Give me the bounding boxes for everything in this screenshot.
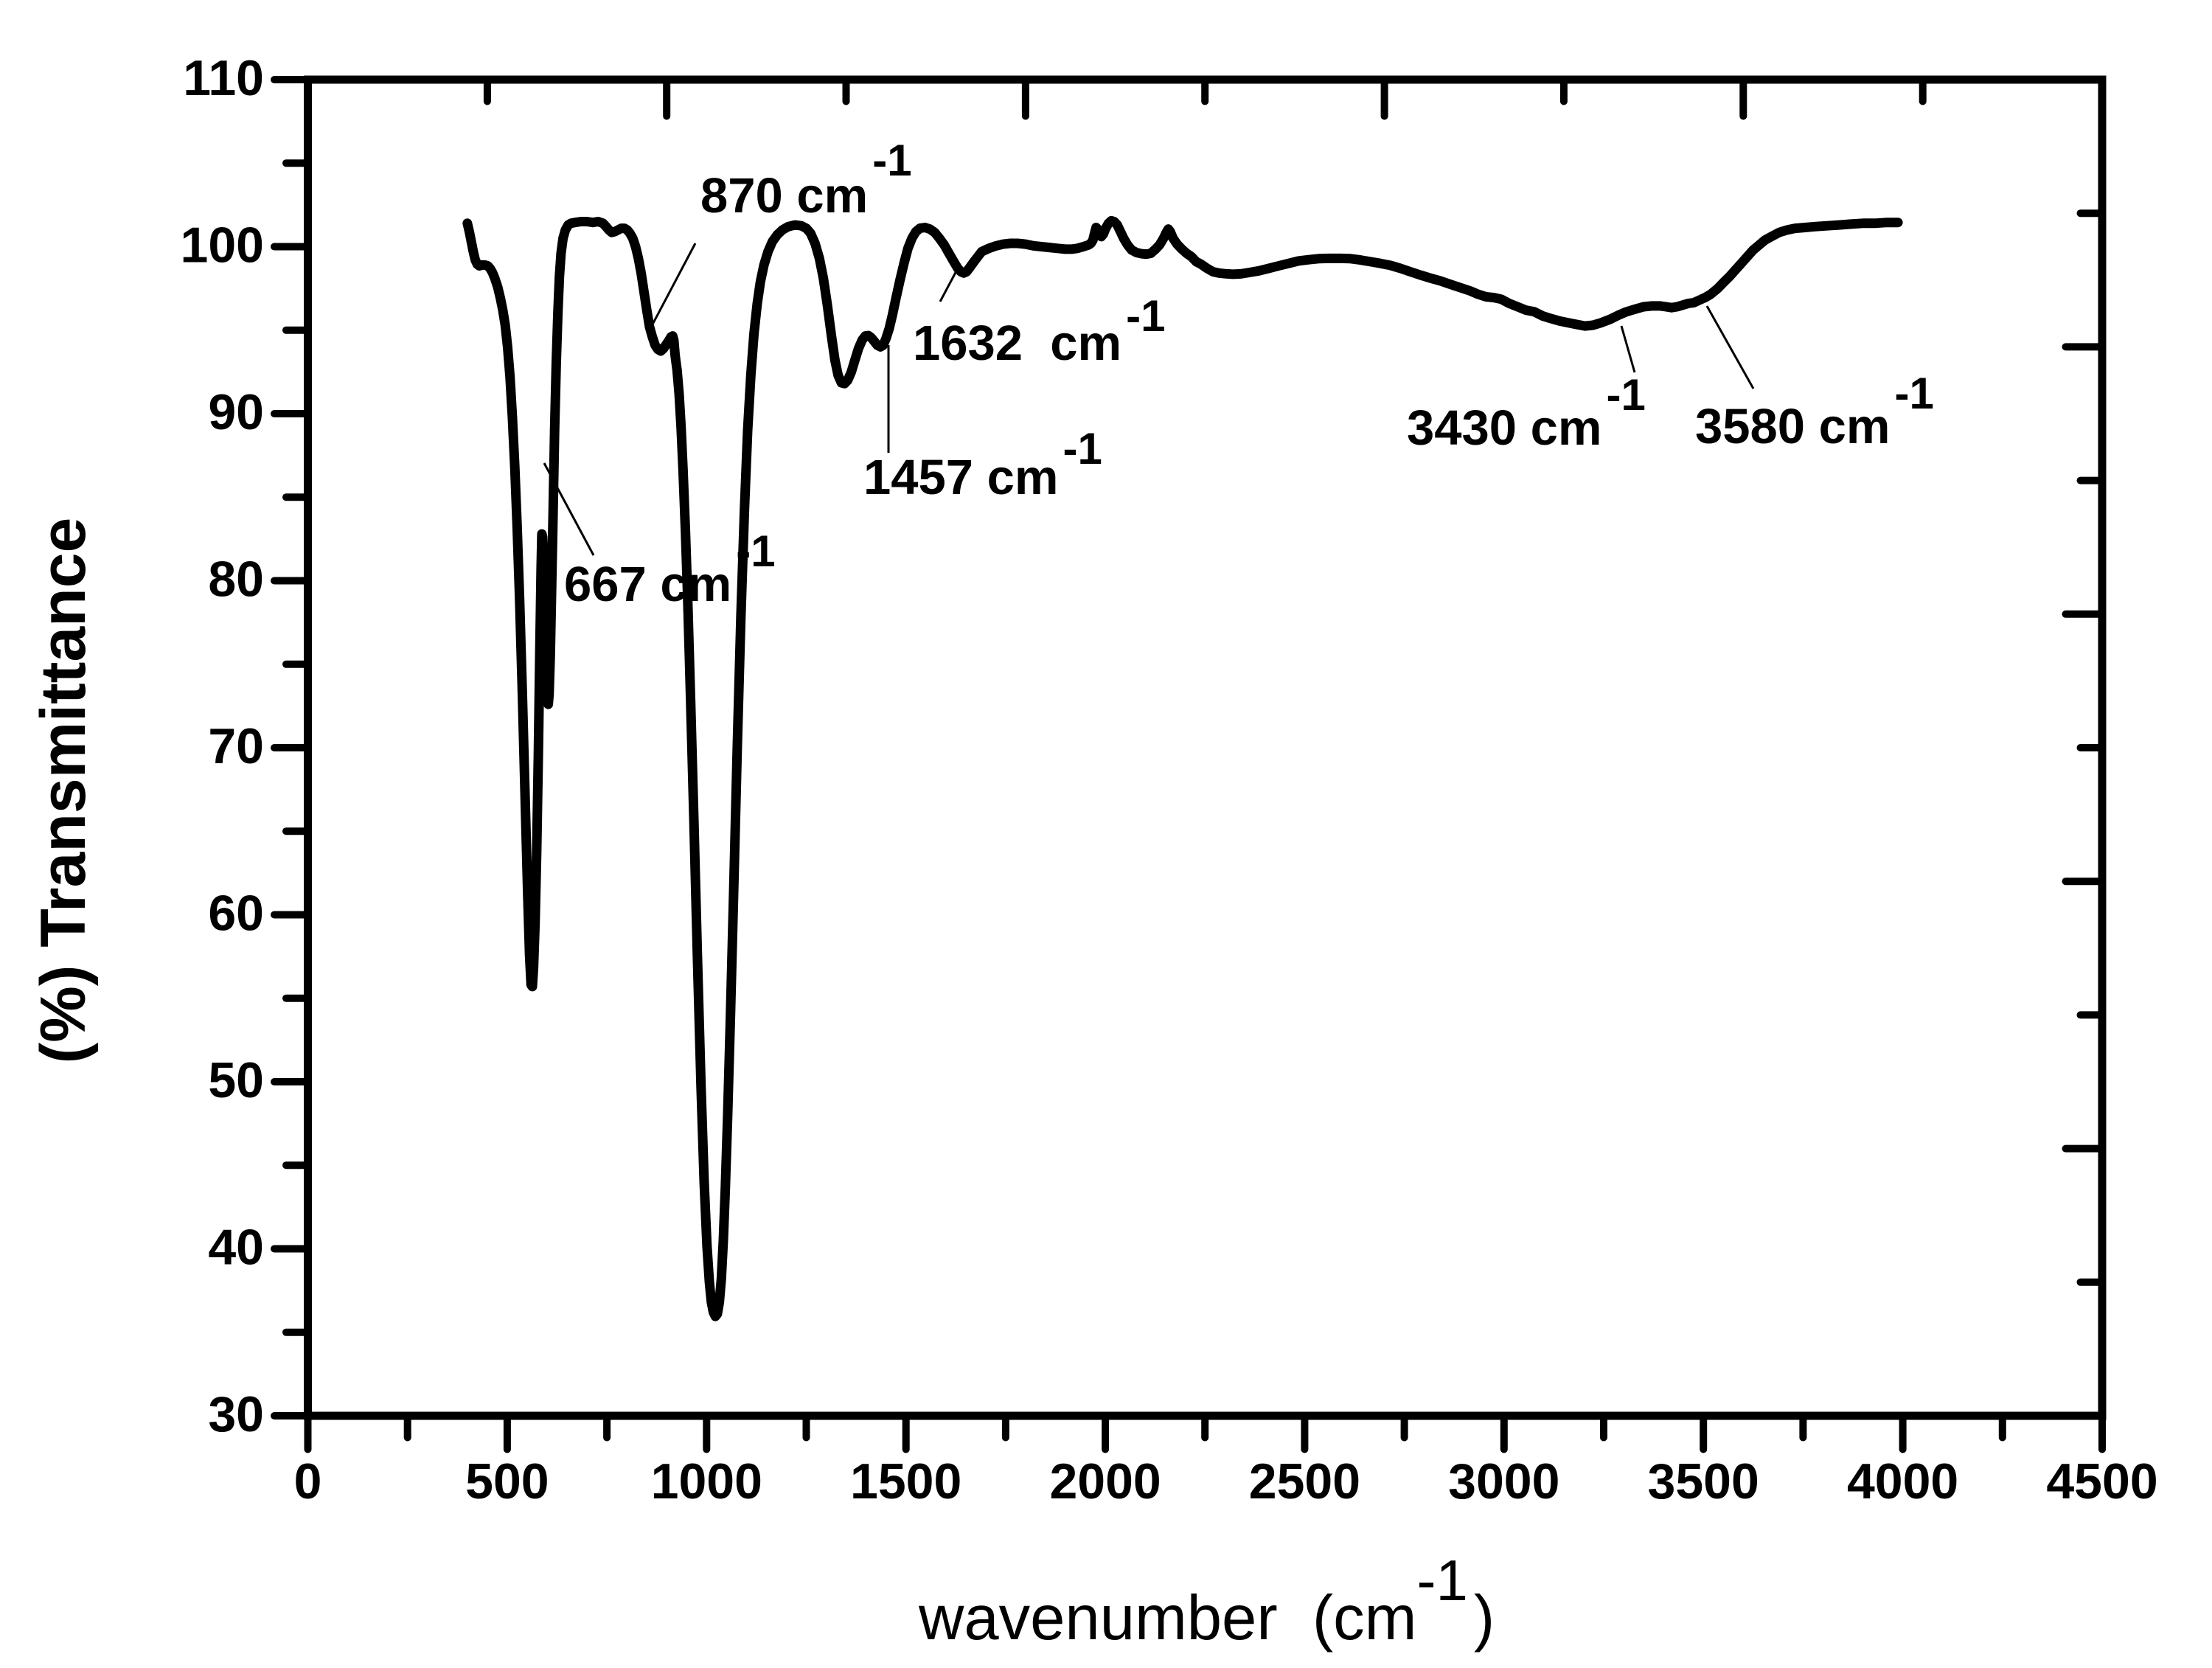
- svg-text:(%) Transmittance: (%) Transmittance: [28, 518, 99, 1064]
- svg-text:3000: 3000: [1448, 1453, 1559, 1509]
- svg-text:110: 110: [183, 50, 264, 106]
- svg-text:1500: 1500: [850, 1453, 961, 1509]
- svg-text:4000: 4000: [1847, 1453, 1958, 1509]
- svg-text:1000: 1000: [651, 1453, 762, 1509]
- svg-text:2000: 2000: [1049, 1453, 1161, 1509]
- svg-text:60: 60: [208, 886, 264, 942]
- svg-text:30: 30: [208, 1386, 264, 1442]
- svg-text:80: 80: [208, 552, 264, 608]
- svg-text:90: 90: [208, 384, 264, 440]
- svg-text:2500: 2500: [1249, 1453, 1360, 1509]
- svg-text:100: 100: [181, 218, 264, 274]
- svg-text:70: 70: [208, 718, 264, 774]
- svg-text:50: 50: [208, 1052, 264, 1108]
- svg-text:3500: 3500: [1648, 1453, 1759, 1509]
- svg-text:500: 500: [465, 1453, 549, 1509]
- svg-text:40: 40: [208, 1220, 264, 1276]
- svg-text:0: 0: [294, 1453, 322, 1509]
- svg-text:4500: 4500: [2046, 1453, 2157, 1509]
